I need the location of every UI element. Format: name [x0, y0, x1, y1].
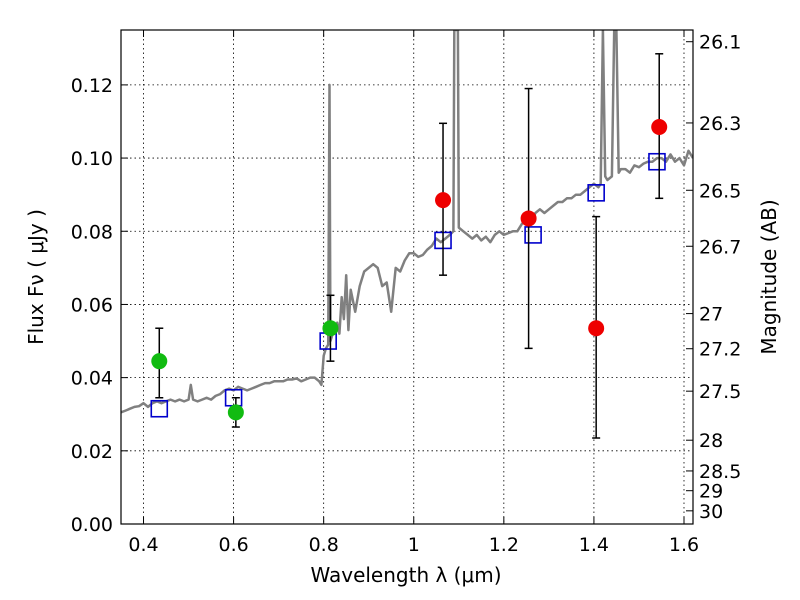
axes-ticks: 0.4 0.6 0.8 1 1.2 1.4 1.6 0.00 0.02 0.04 0.06 0.08 0… — [71, 30, 741, 556]
model-photometry-square — [648, 152, 666, 171]
model-photometry-square — [587, 184, 605, 202]
right-tick-label: 27.5 — [699, 381, 741, 403]
y-axis-label: Flux Fν ( μJy ) — [24, 209, 48, 345]
observed-point-green — [322, 320, 339, 337]
y-tick-label: 0.12 — [71, 75, 113, 97]
y-tick-label: 0.10 — [71, 148, 113, 170]
observed-point-red — [520, 210, 537, 227]
x-tick-label: 1.4 — [579, 534, 609, 556]
x-tick-label: 1 — [408, 534, 420, 556]
x-tick-label: 1.6 — [669, 534, 699, 556]
x-tick-label: 1.2 — [489, 534, 519, 556]
right-tick-label: 27.2 — [699, 339, 741, 361]
x-tick-label: 0.6 — [218, 534, 248, 556]
right-tick-label: 28 — [699, 430, 723, 452]
right-tick-label: 26.3 — [699, 113, 741, 135]
right-tick-label: 29 — [699, 481, 723, 503]
y-tick-label: 0.02 — [71, 441, 113, 463]
plot-background — [121, 30, 693, 524]
x-axis-label: Wavelength λ (μm) — [310, 563, 501, 587]
right-tick-label: 27 — [699, 304, 723, 326]
data-marks — [150, 53, 668, 439]
right-tick-label: 28.5 — [699, 461, 741, 483]
y-tick-label: 0.00 — [71, 514, 113, 536]
right-tick-label: 26.5 — [699, 180, 741, 202]
x-tick-label: 0.8 — [309, 534, 339, 556]
model-spectrum-line — [121, 30, 693, 414]
right-axis-label: Magnitude (AB) — [757, 199, 781, 354]
right-tick-label: 26.1 — [699, 32, 741, 54]
y-tick-label: 0.08 — [71, 221, 113, 243]
right-tick-label: 26.7 — [699, 236, 741, 258]
x-tick-label: 0.4 — [128, 534, 158, 556]
y-tick-label: 0.06 — [71, 294, 113, 316]
observed-point-red — [651, 118, 668, 135]
right-tick-label: 30 — [699, 501, 723, 523]
observed-point-green — [227, 404, 244, 421]
plot-frame — [120, 29, 694, 525]
observed-point-green — [151, 353, 168, 370]
model-photometry-square — [524, 226, 542, 244]
y-tick-label: 0.04 — [71, 368, 113, 390]
observed-point-red — [588, 320, 605, 337]
observed-point-red — [435, 192, 452, 209]
model-photometry-square — [150, 399, 169, 418]
